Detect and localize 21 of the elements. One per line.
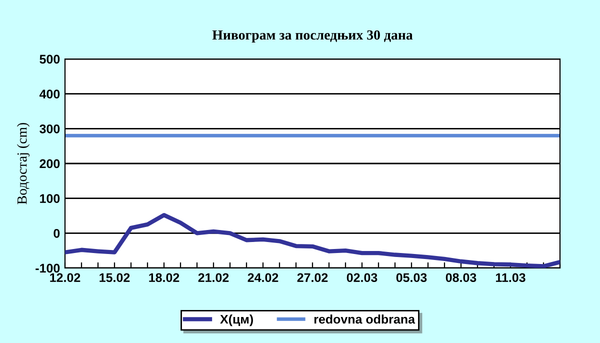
y-tick-label: 500 — [40, 54, 60, 64]
y-axis-title: Водостај (cm) — [16, 122, 30, 204]
y-tick-label: 200 — [40, 159, 60, 168]
y-tick-label: 400 — [39, 90, 60, 98]
x-tick-label: 21.02 — [198, 273, 229, 282]
x-tick-label: 15.02 — [100, 273, 130, 282]
legend-label: redovna odbrana — [314, 314, 416, 324]
y-tick-label: 0 — [54, 228, 60, 238]
chart-title: Нивограм за последњих 30 дана — [212, 30, 413, 43]
x-tick-label: 12.02 — [50, 273, 80, 282]
y-tick-label: 100 — [40, 194, 60, 203]
legend-label: X(цм) — [220, 314, 253, 326]
x-tick-label: 05.03 — [396, 273, 427, 282]
x-tick-label: 02.03 — [346, 273, 378, 282]
x-tick-label: 18.02 — [149, 273, 180, 282]
x-tick-label: 11.03 — [496, 273, 526, 282]
x-tick-label: 08.03 — [446, 273, 476, 282]
y-tick-label: 300 — [40, 124, 60, 134]
y-tick-label: -100 — [36, 264, 60, 273]
x-tick-label: 27.02 — [297, 273, 328, 282]
x-tick-label: 24.02 — [248, 273, 278, 282]
